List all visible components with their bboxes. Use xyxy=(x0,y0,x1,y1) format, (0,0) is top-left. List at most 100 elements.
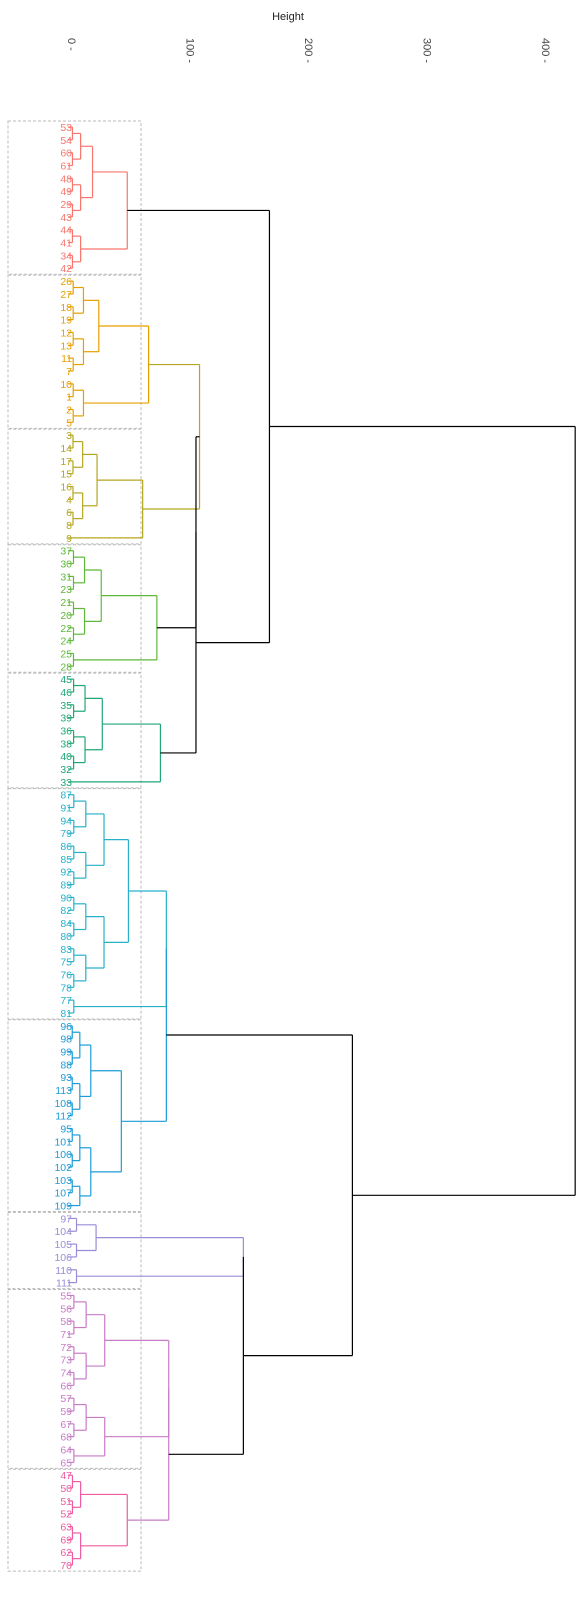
leaf-label: 102 xyxy=(54,1162,72,1174)
leaf-label: 41 xyxy=(60,238,72,250)
leaf-label: 84 xyxy=(60,918,72,930)
leaf-label: 10 xyxy=(60,379,72,391)
leaf-label: 72 xyxy=(60,1342,72,1354)
leaf-label: 104 xyxy=(54,1226,72,1238)
leaf-label: 91 xyxy=(60,803,72,815)
leaf-label: 30 xyxy=(60,559,72,571)
leaf-label: 100 xyxy=(54,1149,72,1161)
leaf-label: 35 xyxy=(60,700,72,712)
leaf-label: 43 xyxy=(60,212,72,224)
leaf-label: 111 xyxy=(56,1278,72,1290)
leaf-label: 4 xyxy=(66,494,72,506)
leaf-label: 52 xyxy=(60,1509,72,1521)
leaf-label: 28 xyxy=(60,661,72,673)
leaf-label: 48 xyxy=(60,173,72,185)
cluster-box xyxy=(7,788,142,1020)
leaf-label: 113 xyxy=(55,1085,72,1097)
cluster-box xyxy=(7,1019,142,1213)
cluster-box xyxy=(7,1288,142,1469)
leaf-labels: 5354606148492943444134422627181912131171… xyxy=(54,122,72,1572)
leaf-label: 34 xyxy=(60,250,72,262)
leaf-label: 54 xyxy=(60,135,72,147)
leaf-label: 83 xyxy=(60,944,72,956)
leaf-label: 77 xyxy=(60,995,72,1007)
leaf-label: 93 xyxy=(60,1072,72,1084)
y-tick-label: 300 - xyxy=(421,38,433,63)
leaf-label: 40 xyxy=(60,751,72,763)
leaf-label: 5 xyxy=(66,417,72,429)
leaf-label: 50 xyxy=(60,1483,72,1495)
leaf-label: 37 xyxy=(60,546,72,558)
leaf-label: 44 xyxy=(60,225,72,237)
leaf-label: 2 xyxy=(66,404,72,416)
leaf-label: 90 xyxy=(60,892,72,904)
leaf-label: 32 xyxy=(60,764,72,776)
leaf-label: 92 xyxy=(60,867,72,879)
leaf-label: 63 xyxy=(60,1522,72,1534)
cluster-box xyxy=(7,672,142,789)
y-tick-label: 0 - xyxy=(65,38,77,51)
leaf-label: 65 xyxy=(60,1457,72,1469)
leaf-label: 8 xyxy=(66,520,72,532)
leaf-label: 64 xyxy=(60,1445,72,1457)
height-axis: Height 0 - 100 - 200 - 300 - 400 - xyxy=(65,11,551,63)
leaf-label: 88 xyxy=(60,1059,72,1071)
leaf-label: 56 xyxy=(60,1303,72,1315)
leaf-label: 106 xyxy=(54,1252,72,1264)
leaf-label: 46 xyxy=(60,687,72,699)
y-tick-label: 100 - xyxy=(184,38,196,63)
leaf-label: 105 xyxy=(54,1239,72,1251)
leaf-label: 42 xyxy=(60,263,72,275)
leaf-label: 94 xyxy=(60,815,72,827)
cluster-box xyxy=(7,274,142,429)
leaf-label: 58 xyxy=(60,1316,72,1328)
leaf-label: 26 xyxy=(60,276,72,288)
leaf-label: 17 xyxy=(60,456,72,468)
leaf-label: 7 xyxy=(66,366,72,378)
leaf-label: 6 xyxy=(66,507,72,519)
leaf-label: 89 xyxy=(60,880,72,892)
leaf-label: 98 xyxy=(60,1034,72,1046)
leaf-label: 70 xyxy=(60,1560,72,1572)
leaf-label: 14 xyxy=(60,443,72,455)
leaf-label: 95 xyxy=(60,1124,72,1136)
y-tick-label: 200 - xyxy=(302,38,314,63)
leaf-label: 59 xyxy=(60,1406,72,1418)
leaf-label: 22 xyxy=(60,623,72,635)
axis-title: Height xyxy=(272,11,304,23)
leaf-label: 112 xyxy=(55,1111,72,1123)
leaf-label: 16 xyxy=(60,482,72,494)
leaf-label: 57 xyxy=(60,1393,72,1405)
leaf-label: 67 xyxy=(60,1419,72,1431)
leaf-label: 20 xyxy=(60,610,72,622)
leaf-label: 24 xyxy=(60,636,72,648)
leaf-label: 107 xyxy=(54,1188,72,1200)
leaf-label: 110 xyxy=(55,1265,72,1277)
leaf-label: 25 xyxy=(60,648,72,660)
leaf-label: 101 xyxy=(54,1136,72,1148)
leaf-label: 71 xyxy=(60,1329,72,1341)
leaf-label: 81 xyxy=(60,1008,72,1020)
leaf-label: 60 xyxy=(60,148,72,160)
leaf-label: 74 xyxy=(60,1367,72,1379)
cluster-boxes xyxy=(7,120,142,1572)
leaf-label: 53 xyxy=(60,122,72,134)
leaf-label: 96 xyxy=(60,1021,72,1033)
leaf-label: 1 xyxy=(66,392,72,404)
leaf-label: 109 xyxy=(54,1201,72,1213)
leaf-label: 99 xyxy=(60,1046,72,1058)
leaf-label: 68 xyxy=(60,1432,72,1444)
leaf-label: 49 xyxy=(60,186,72,198)
leaf-label: 47 xyxy=(60,1470,72,1482)
leaf-label: 15 xyxy=(60,469,72,481)
leaf-label: 86 xyxy=(60,841,72,853)
leaf-label: 62 xyxy=(60,1547,72,1559)
leaf-label: 19 xyxy=(60,315,72,327)
leaf-label: 29 xyxy=(60,199,72,211)
leaf-label: 78 xyxy=(60,982,72,994)
leaf-label: 82 xyxy=(60,905,72,917)
leaf-label: 31 xyxy=(60,571,72,583)
leaf-label: 51 xyxy=(60,1496,72,1508)
leaf-label: 13 xyxy=(60,340,72,352)
